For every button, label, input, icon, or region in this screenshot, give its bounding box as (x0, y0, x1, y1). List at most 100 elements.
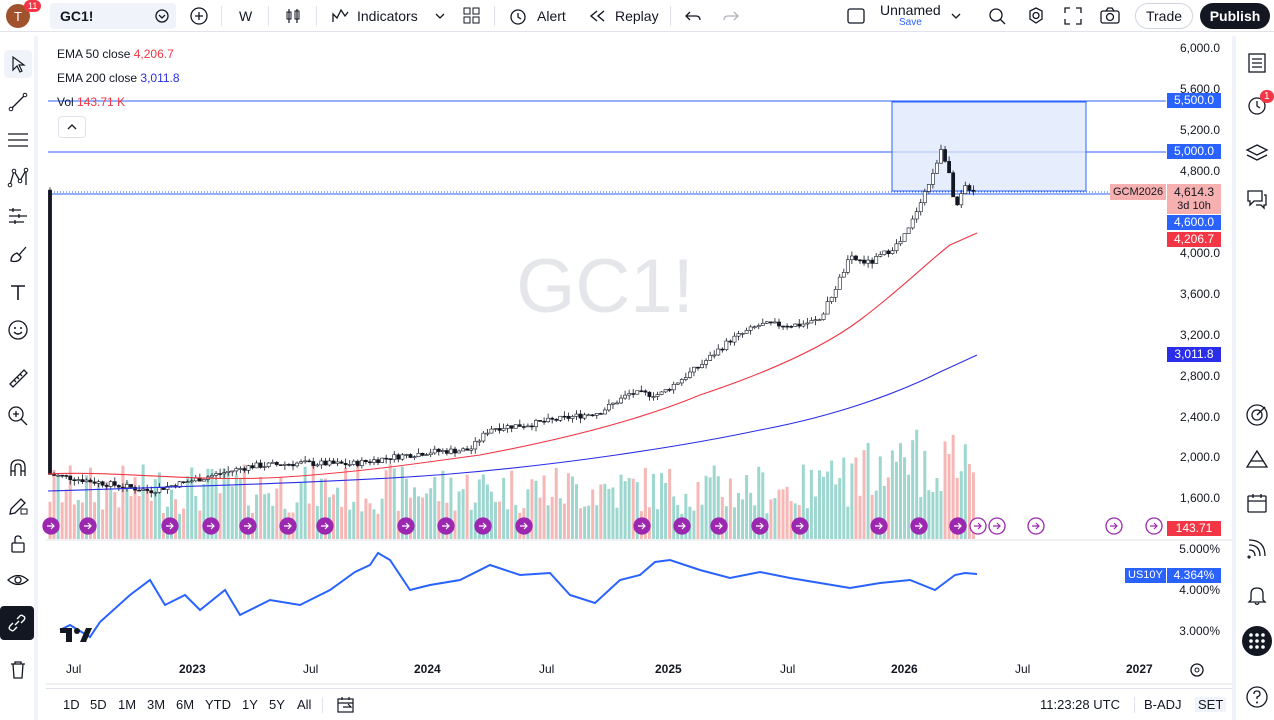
tag-5000[interactable]: 5,000.0 (1167, 144, 1221, 159)
eye-icon[interactable] (4, 566, 32, 594)
axis-settings-icon[interactable] (1190, 663, 1204, 677)
alert-button[interactable]: Alert (537, 8, 566, 24)
camera-icon[interactable] (1099, 5, 1121, 27)
trash-icon[interactable] (4, 656, 32, 684)
add-symbol-icon[interactable] (154, 9, 170, 23)
volume-bar (157, 472, 161, 539)
layout-square-icon[interactable] (846, 6, 866, 26)
apps-grid-icon[interactable] (1242, 626, 1272, 656)
dividend-events[interactable] (42, 517, 1163, 535)
interval-button[interactable]: W (239, 8, 253, 24)
volume-bar (546, 505, 550, 539)
layout-chevron-icon[interactable] (950, 11, 962, 21)
chat-icon[interactable] (1242, 184, 1272, 214)
magnet-icon[interactable] (4, 454, 32, 482)
range-5y[interactable]: 5Y (269, 697, 285, 712)
cursor-icon[interactable] (4, 50, 32, 78)
collapse-legend-button[interactable] (58, 116, 86, 138)
candle-body (214, 473, 218, 476)
brush-icon[interactable] (4, 240, 32, 268)
publish-button[interactable]: Publish (1200, 3, 1270, 29)
vol-legend[interactable]: Vol 143.71 K (57, 95, 125, 109)
watchlist-icon[interactable] (1242, 48, 1272, 78)
pattern-icon[interactable] (4, 164, 32, 192)
range-6m[interactable]: 6M (176, 697, 195, 712)
measure-tools-icon[interactable] (4, 202, 32, 230)
quick-search-icon[interactable] (986, 5, 1008, 27)
zoom-in-icon[interactable] (4, 402, 32, 430)
calendar-icon[interactable] (1242, 488, 1272, 518)
volume-bar (400, 466, 404, 539)
indicators-button[interactable]: Indicators (357, 8, 418, 24)
tag-5500[interactable]: 5,500.0 (1167, 93, 1221, 108)
candle-body (287, 464, 291, 466)
drawing-toolbar (0, 36, 38, 720)
candle-body (444, 450, 449, 454)
range-all[interactable]: All (297, 697, 312, 712)
lock-icon[interactable] (4, 530, 32, 558)
pattern-triangle-icon[interactable] (1242, 444, 1272, 474)
us10y-name-tag: US10Y (1125, 568, 1166, 583)
layout-name[interactable]: Unnamed (880, 2, 941, 18)
goto-date-icon[interactable] (336, 695, 356, 715)
candle-body (202, 479, 206, 482)
target-icon[interactable] (1242, 400, 1272, 430)
event-arrow-icon (715, 522, 723, 530)
volume-bar (542, 475, 546, 539)
alert-clock-icon[interactable] (508, 6, 528, 26)
range-ytd[interactable]: YTD (205, 697, 231, 712)
contract-tag[interactable]: GCM2026 (1110, 184, 1167, 200)
alerts-clock-icon[interactable] (1242, 90, 1272, 120)
fullscreen-icon[interactable] (1062, 5, 1084, 27)
chevron-down-icon[interactable] (434, 11, 446, 21)
current-price-tag[interactable]: 4,614.3 3d 10h (1167, 184, 1221, 214)
range-1y[interactable]: 1Y (242, 697, 258, 712)
broadcast-icon[interactable] (1242, 534, 1272, 564)
layers-icon[interactable] (1242, 138, 1272, 168)
layouts-icon[interactable] (462, 6, 482, 26)
undo-icon[interactable] (684, 8, 702, 24)
replay-icon[interactable] (588, 8, 606, 24)
candle-body (671, 383, 676, 391)
candle-body (185, 481, 190, 483)
ruler-icon[interactable] (4, 364, 32, 392)
session-toggle[interactable]: SET (1195, 697, 1227, 712)
layout-save-label[interactable]: Save (899, 17, 922, 28)
range-3m[interactable]: 3M (147, 697, 166, 712)
trend-line-icon[interactable] (4, 88, 32, 116)
range-1m[interactable]: 1M (118, 697, 137, 712)
event-arrow-icon (244, 522, 252, 530)
tag-4600[interactable]: 4,600.0 (1167, 215, 1221, 230)
indicators-icon[interactable] (330, 6, 350, 26)
trade-button[interactable]: Trade (1135, 3, 1193, 29)
candle-body (906, 227, 911, 234)
candle-body (862, 259, 866, 264)
link-icon[interactable] (0, 606, 34, 640)
symbol-search[interactable]: GC1! (50, 3, 176, 29)
volume-bar (461, 489, 465, 539)
compare-symbol-icon[interactable] (189, 6, 209, 26)
range-1d[interactable]: 1D (63, 697, 80, 712)
candle-body (619, 397, 623, 404)
backadjust-toggle[interactable]: B-ADJ (1144, 697, 1182, 712)
utc-clock[interactable]: 11:23:28 UTC (1040, 697, 1120, 712)
help-icon[interactable] (1242, 682, 1272, 712)
range-5d[interactable]: 5D (90, 697, 107, 712)
volume-bar (668, 468, 672, 539)
redo-icon[interactable] (722, 8, 740, 24)
volume-bar (52, 470, 56, 539)
ema50-legend[interactable]: EMA 50 close 4,206.7 (57, 47, 174, 61)
range-rectangle[interactable] (891, 101, 1087, 192)
pencil-lock-icon[interactable] (4, 492, 32, 520)
bell-icon[interactable] (1242, 580, 1272, 610)
horizontal-lines-icon[interactable] (4, 126, 32, 154)
emoji-icon[interactable] (4, 316, 32, 344)
candle-body (246, 465, 251, 471)
candles-icon[interactable] (283, 6, 303, 26)
ema200-legend[interactable]: EMA 200 close 3,011.8 (57, 71, 180, 85)
price-chart[interactable]: GC1! (0, 0, 1232, 720)
candle-body (943, 149, 947, 162)
text-tool-icon[interactable] (4, 278, 32, 306)
settings-gear-icon[interactable] (1025, 5, 1047, 27)
replay-button[interactable]: Replay (615, 8, 659, 24)
